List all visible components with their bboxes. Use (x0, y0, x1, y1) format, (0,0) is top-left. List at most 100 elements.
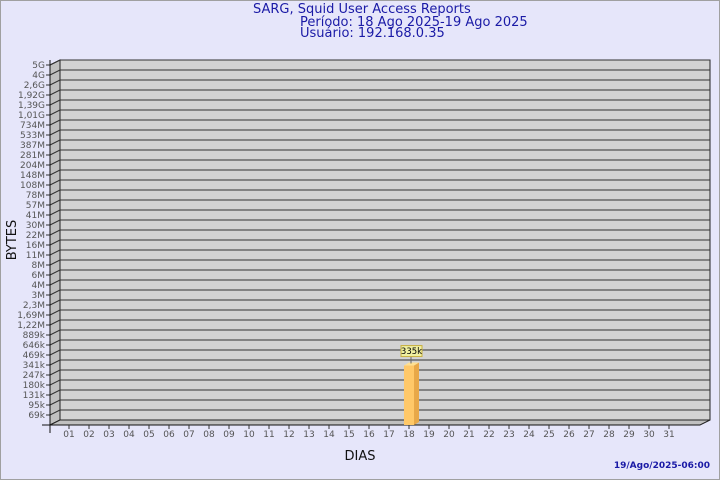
y-tick-label: 57M (26, 201, 45, 211)
y-tick-slant (49, 169, 61, 176)
y-tick-slant (49, 89, 61, 96)
y-tick-label: 204M (20, 161, 45, 171)
y-tick-label: 6M (32, 271, 46, 281)
y-tick-label: 22M (26, 231, 45, 241)
y-tick-slant (49, 99, 61, 106)
y-tick-slant (49, 369, 61, 376)
y-tick-slant (49, 299, 61, 306)
x-tick-label: 21 (463, 430, 474, 440)
y-tick-label: 889k (23, 331, 46, 341)
y-tick-label: 95k (28, 401, 45, 411)
x-tick-label: 09 (223, 430, 235, 440)
chart-period: Período: 18 Ago 2025-19 Ago 2025 (300, 15, 528, 30)
x-tick-label: 28 (603, 430, 615, 440)
plot-floor (49, 419, 711, 426)
x-tick-label: 01 (63, 430, 74, 440)
x-tick-label: 13 (303, 430, 314, 440)
y-tick-slant (49, 409, 61, 416)
y-tick-slant (49, 199, 61, 206)
y-tick-label: 646k (23, 341, 46, 351)
y-tick-slant (49, 309, 61, 316)
bar-side (414, 362, 419, 425)
y-tick-label: 69k (28, 411, 45, 421)
x-tick-label: 17 (383, 430, 394, 440)
x-tick-label: 29 (623, 430, 635, 440)
x-tick-label: 26 (563, 430, 575, 440)
y-tick-slant (49, 389, 61, 396)
y-tick-label: 247k (23, 371, 46, 381)
report-timestamp: 19/Ago/2025-06:00 (613, 461, 710, 471)
y-tick-label: 180k (23, 381, 46, 391)
y-axis-label: BYTES (5, 220, 20, 261)
y-tick-slant (49, 59, 61, 66)
y-tick-label: 16M (26, 241, 45, 251)
y-tick-label: 4M (32, 281, 46, 291)
y-tick-slant (49, 229, 61, 236)
y-tick-slant (49, 79, 61, 86)
y-tick-label: 533M (20, 131, 45, 141)
y-tick-label: 1,39G (18, 101, 45, 111)
y-tick-label: 148M (20, 171, 45, 181)
y-tick-slant (49, 349, 61, 356)
x-tick-label: 25 (543, 430, 554, 440)
x-tick-label: 11 (263, 430, 274, 440)
y-tick-label: 341k (23, 361, 46, 371)
x-tick-label: 18 (403, 430, 415, 440)
y-tick-label: 1,92G (18, 91, 45, 101)
x-tick-label: 14 (323, 430, 335, 440)
bar (404, 365, 414, 425)
x-tick-label: 10 (243, 430, 255, 440)
y-tick-label: 108M (20, 181, 45, 191)
x-tick-label: 30 (643, 430, 655, 440)
y-tick-slant (49, 279, 61, 286)
x-tick-label: 31 (663, 430, 674, 440)
data-label: 335k (401, 347, 422, 357)
bar-top (404, 362, 419, 366)
x-tick-label: 12 (283, 430, 294, 440)
y-tick-label: 30M (26, 221, 45, 231)
x-tick-label: 19 (423, 430, 435, 440)
x-tick-label: 04 (123, 430, 135, 440)
y-tick-slant (49, 109, 61, 116)
x-tick-label: 22 (483, 430, 494, 440)
y-tick-label: 469k (23, 351, 46, 361)
y-tick-slant (49, 319, 61, 326)
y-tick-label: 387M (20, 141, 45, 151)
y-tick-slant (49, 149, 61, 156)
x-tick-label: 07 (183, 430, 194, 440)
x-tick-label: 08 (203, 430, 215, 440)
chart-user: Usuário: 192.168.0.35 (300, 26, 445, 41)
y-tick-slant (49, 219, 61, 226)
y-tick-label: 41M (26, 211, 45, 221)
x-tick-label: 02 (83, 430, 94, 440)
x-tick-label: 15 (343, 430, 354, 440)
y-tick-slant (49, 119, 61, 126)
y-tick-slant (49, 269, 61, 276)
y-tick-label: 131k (23, 391, 46, 401)
y-tick-slant (49, 259, 61, 266)
y-tick-slant (49, 129, 61, 136)
y-tick-label: 4G (32, 71, 45, 81)
y-tick-label: 2,3M (23, 301, 45, 311)
y-tick-label: 281M (20, 151, 45, 161)
y-tick-slant (49, 249, 61, 256)
y-tick-slant (49, 239, 61, 246)
y-tick-slant (49, 189, 61, 196)
x-axis-label: DIAS (345, 449, 376, 464)
data-label-box (400, 345, 423, 358)
y-tick-label: 78M (26, 191, 45, 201)
x-tick-label: 20 (443, 430, 455, 440)
x-tick-label: 03 (103, 430, 114, 440)
x-tick-label: 24 (523, 430, 535, 440)
x-tick-label: 23 (503, 430, 514, 440)
y-tick-label: 1,69M (17, 311, 45, 321)
y-tick-slant (49, 339, 61, 346)
y-tick-slant (49, 399, 61, 406)
y-tick-label: 2,6G (24, 81, 45, 91)
x-tick-label: 27 (583, 430, 594, 440)
y-tick-label: 734M (20, 121, 45, 131)
y-tick-slant (49, 379, 61, 386)
y-tick-label: 5G (32, 61, 45, 71)
y-tick-label: 8M (32, 261, 46, 271)
